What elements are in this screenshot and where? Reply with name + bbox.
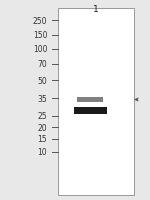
Bar	[74, 107, 106, 115]
Bar	[77, 98, 103, 102]
Text: 1: 1	[93, 5, 99, 14]
Text: 25: 25	[38, 112, 47, 121]
Text: 250: 250	[33, 17, 47, 25]
Text: 15: 15	[38, 135, 47, 143]
Text: 100: 100	[33, 45, 47, 54]
Text: 150: 150	[33, 31, 47, 40]
Text: 35: 35	[38, 94, 47, 103]
Text: 10: 10	[38, 148, 47, 156]
Text: 50: 50	[38, 76, 47, 85]
Text: 70: 70	[38, 60, 47, 69]
Text: 20: 20	[38, 123, 47, 132]
Bar	[58, 9, 134, 195]
